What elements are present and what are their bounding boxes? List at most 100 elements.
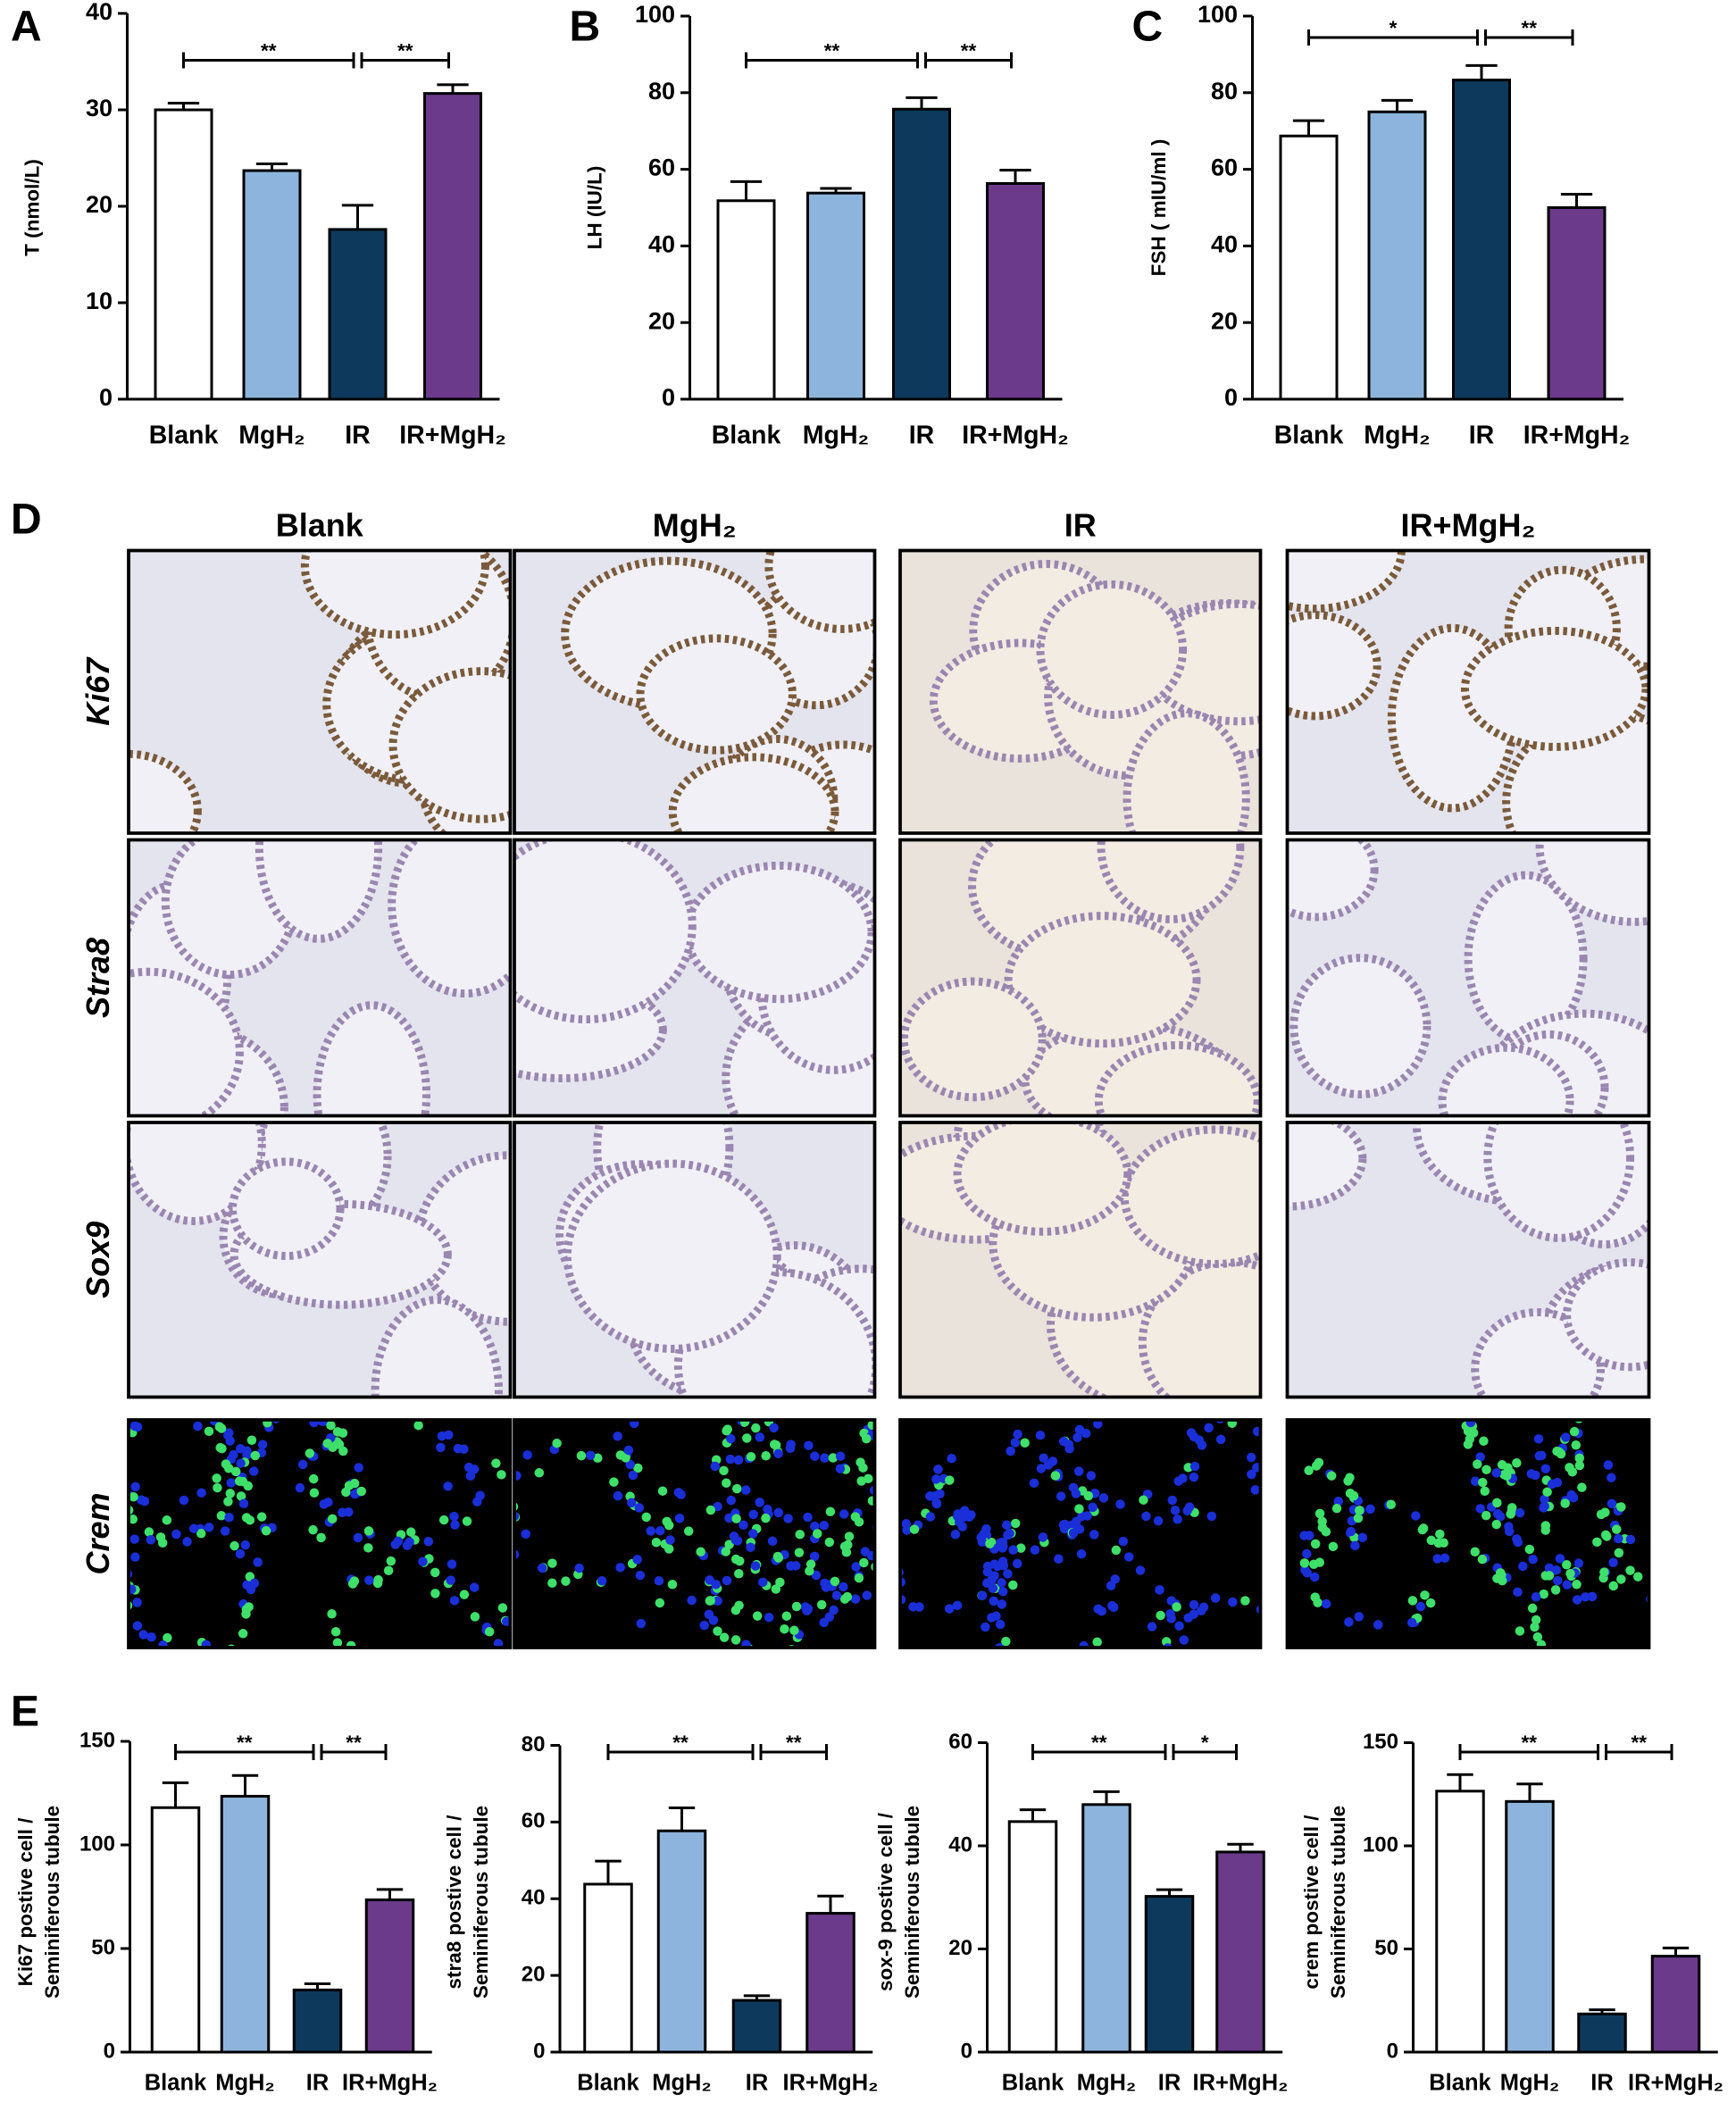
- cell: [349, 1653, 359, 1663]
- cell: [630, 1420, 639, 1429]
- cell: [1273, 1606, 1282, 1616]
- micrograph-content: [900, 1405, 1282, 1690]
- cell: [1491, 1468, 1502, 1478]
- cell: [1608, 1581, 1619, 1591]
- cell: [1189, 1599, 1199, 1610]
- cell: [696, 1547, 705, 1556]
- cell: [1345, 1473, 1355, 1482]
- cell: [1612, 1524, 1622, 1534]
- cell: [810, 1521, 820, 1531]
- cell: [1555, 1554, 1565, 1564]
- cell: [1515, 1626, 1525, 1636]
- cell: [1664, 1618, 1673, 1628]
- cell: [1059, 1680, 1069, 1690]
- cell: [746, 1542, 755, 1552]
- cell: [463, 1660, 472, 1670]
- significance-label: **: [1521, 1732, 1537, 1754]
- cell: [1657, 1656, 1666, 1665]
- cell: [623, 1445, 634, 1456]
- bar: [292, 1988, 343, 2054]
- cell: [460, 1687, 470, 1697]
- cell: [1165, 1609, 1175, 1619]
- cell: [729, 1406, 739, 1416]
- cell: [674, 1696, 684, 1706]
- x-tick-label: IR+MgH₂: [342, 2071, 438, 2096]
- cell: [1170, 1505, 1181, 1515]
- cell: [1406, 1617, 1417, 1628]
- bar: [805, 1912, 855, 2054]
- cell: [734, 1568, 744, 1579]
- bar: [1144, 1895, 1195, 2054]
- cell: [1592, 1537, 1602, 1548]
- row-label: Sox9: [79, 1222, 116, 1298]
- cell: [1060, 1519, 1070, 1530]
- cell: [731, 1514, 741, 1523]
- cell: [226, 1478, 237, 1488]
- cell: [230, 1466, 241, 1477]
- cell: [1475, 1504, 1485, 1514]
- y-tick-label: 50: [91, 1935, 115, 1959]
- cell: [344, 1481, 355, 1490]
- cell: [105, 1444, 115, 1454]
- y-tick-label: 60: [522, 1809, 546, 1833]
- cell: [1614, 1533, 1623, 1544]
- micrograph: [127, 1121, 513, 1399]
- significance-label: *: [1390, 17, 1398, 39]
- cell: [1596, 1509, 1607, 1520]
- y-tick-label: 60: [948, 1730, 972, 1754]
- cell: [1571, 1440, 1582, 1450]
- micrograph: [513, 548, 877, 835]
- cell: [1172, 1602, 1181, 1612]
- cell: [1304, 1465, 1314, 1475]
- cell: [1562, 1580, 1573, 1590]
- cell: [790, 1561, 801, 1571]
- cell: [739, 1520, 748, 1530]
- cell: [1026, 1665, 1036, 1674]
- cell: [1139, 1673, 1148, 1682]
- cell: [1202, 1408, 1212, 1418]
- cell: [885, 1459, 895, 1469]
- cell: [952, 1600, 963, 1611]
- significance-bracket: **: [759, 1732, 828, 1760]
- cell: [1560, 1498, 1570, 1508]
- cell: [1491, 1519, 1502, 1530]
- cell: [780, 1623, 789, 1634]
- cell: [825, 1506, 836, 1517]
- cell: [1020, 1438, 1030, 1448]
- column-header: IR: [1064, 507, 1097, 544]
- cell: [1073, 1466, 1084, 1476]
- significance-bracket: **: [606, 1732, 755, 1760]
- cell: [1197, 1440, 1207, 1450]
- significance-bracket: *: [1172, 1732, 1238, 1760]
- cell: [1407, 1596, 1418, 1606]
- cell: [1094, 1405, 1104, 1415]
- cell: [1417, 1524, 1428, 1535]
- cell: [1098, 1674, 1107, 1684]
- cell: [839, 1581, 848, 1592]
- micrograph-content: [129, 550, 511, 833]
- cell: [521, 1529, 530, 1540]
- micrograph-frame: [898, 1121, 1263, 1399]
- cell: [1504, 1526, 1515, 1537]
- cell: [721, 1406, 730, 1416]
- cell: [147, 1407, 157, 1417]
- bar: [1007, 1820, 1058, 2054]
- cell: [824, 1537, 835, 1548]
- cell: [725, 1454, 736, 1465]
- tubule: [682, 861, 875, 1004]
- cell: [437, 1431, 447, 1441]
- cell: [436, 1442, 446, 1453]
- micrograph: [513, 1121, 877, 1399]
- cell: [115, 1581, 125, 1591]
- cell: [332, 1427, 343, 1437]
- cell: [1010, 1518, 1021, 1529]
- cell: [1527, 1603, 1538, 1614]
- cell: [1576, 1685, 1586, 1695]
- x-tick-label: MgH₂: [1500, 2071, 1560, 2096]
- cell: [1071, 1489, 1081, 1498]
- cell: [462, 1516, 472, 1526]
- cell: [242, 1450, 252, 1460]
- cell: [1333, 1497, 1343, 1506]
- cell: [1465, 1406, 1475, 1415]
- column-header: IR+MgH₂: [1401, 507, 1536, 544]
